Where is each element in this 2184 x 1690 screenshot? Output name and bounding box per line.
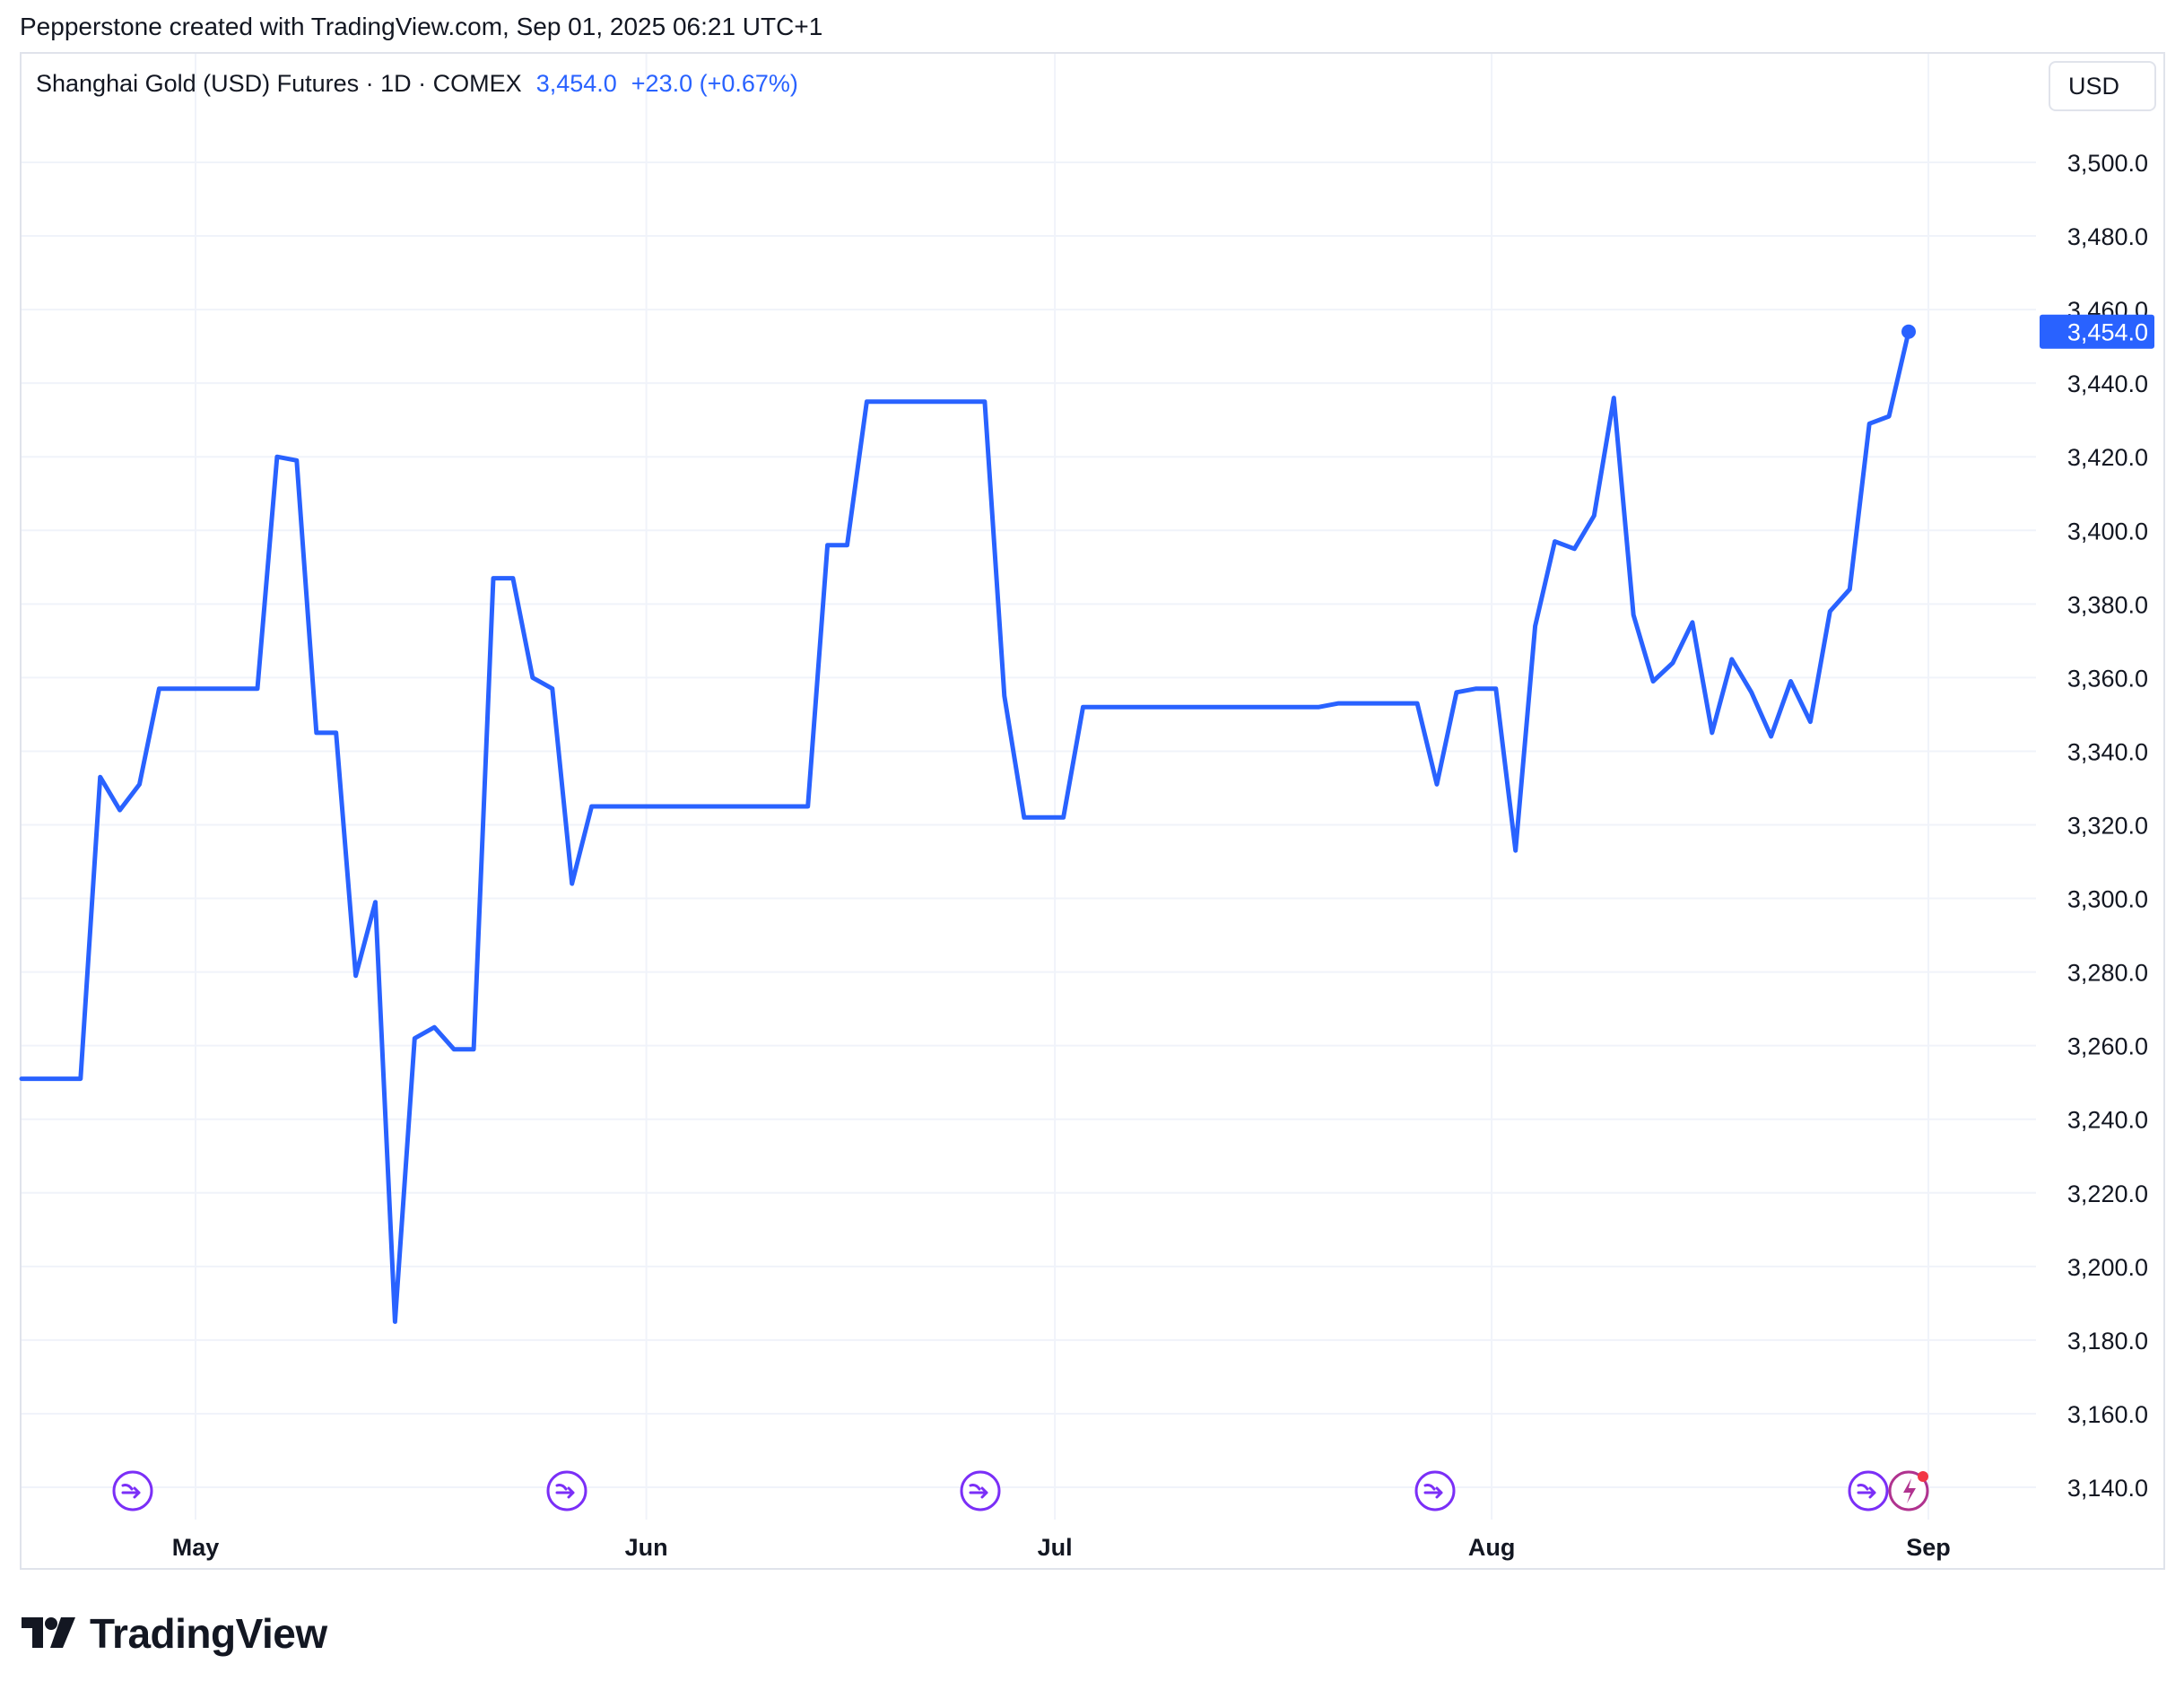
chart-frame[interactable] <box>20 52 2165 1570</box>
y-tick-label: 3,140.0 <box>2067 1475 2148 1502</box>
y-tick-label: 3,400.0 <box>2067 518 2148 544</box>
y-tick-label: 3,200.0 <box>2067 1254 2148 1281</box>
legend-last-price: 3,454.0 <box>535 70 617 97</box>
y-tick-label: 3,500.0 <box>2067 150 2148 177</box>
chart-caption: Pepperstone created with TradingView.com… <box>20 13 823 40</box>
y-tick-label: 3,160.0 <box>2067 1401 2148 1428</box>
last-value-badge <box>2040 314 2154 349</box>
y-tick-label: 3,440.0 <box>2067 370 2148 397</box>
y-tick-label: 3,300.0 <box>2067 886 2148 913</box>
y-tick-label: 3,280.0 <box>2067 960 2148 987</box>
y-tick-label: 3,320.0 <box>2067 813 2148 840</box>
currency-button[interactable]: USD <box>2049 61 2156 111</box>
x-tick-label: May <box>172 1534 220 1561</box>
forward-arrow-glyph <box>1423 1484 1443 1499</box>
chart-legend: Shanghai Gold (USD) Futures · 1D · COMEX… <box>36 70 798 98</box>
x-tick-label: Aug <box>1468 1534 1515 1561</box>
y-tick-label: 3,340.0 <box>2067 738 2148 765</box>
y-tick-label: 3,180.0 <box>2067 1328 2148 1355</box>
y-tick-label: 3,240.0 <box>2067 1107 2148 1134</box>
forward-arrow-glyph <box>555 1484 575 1499</box>
forward-arrow-circle-icon[interactable] <box>546 1470 587 1511</box>
x-tick-label: Jul <box>1038 1534 1073 1561</box>
y-tick-label: 3,220.0 <box>2067 1180 2148 1207</box>
forward-arrow-glyph <box>1857 1484 1876 1499</box>
tradingview-logo-icon <box>22 1617 75 1648</box>
y-tick-label: 3,420.0 <box>2067 444 2148 471</box>
y-tick-label: 3,260.0 <box>2067 1033 2148 1060</box>
y-tick-label: 3,380.0 <box>2067 591 2148 618</box>
legend-change: +23.0 (+0.67%) <box>631 70 798 97</box>
forward-arrow-glyph <box>121 1484 141 1499</box>
tradingview-brand[interactable]: TradingView <box>22 1609 327 1658</box>
forward-arrow-glyph <box>969 1484 988 1499</box>
notification-dot <box>1918 1471 1928 1482</box>
last-price-dot <box>1901 324 1916 339</box>
y-tick-label: 3,360.0 <box>2067 665 2148 692</box>
forward-arrow-circle-icon[interactable] <box>112 1470 153 1511</box>
forward-arrow-circle-icon[interactable] <box>1414 1470 1456 1511</box>
forward-arrow-circle-icon[interactable] <box>960 1470 1001 1511</box>
price-series-line <box>19 329 1911 1324</box>
legend-symbol: Shanghai Gold (USD) Futures · 1D · COMEX <box>36 70 522 97</box>
forward-arrow-circle-icon[interactable] <box>1848 1470 1889 1511</box>
x-tick-label: Jun <box>625 1534 668 1561</box>
last-value-label: 3,454.0 <box>2067 319 2148 346</box>
brand-name: TradingView <box>90 1610 327 1657</box>
y-tick-label: 3,480.0 <box>2067 223 2148 250</box>
lightning-glyph <box>1903 1478 1916 1503</box>
x-tick-label: Sep <box>1906 1534 1951 1561</box>
